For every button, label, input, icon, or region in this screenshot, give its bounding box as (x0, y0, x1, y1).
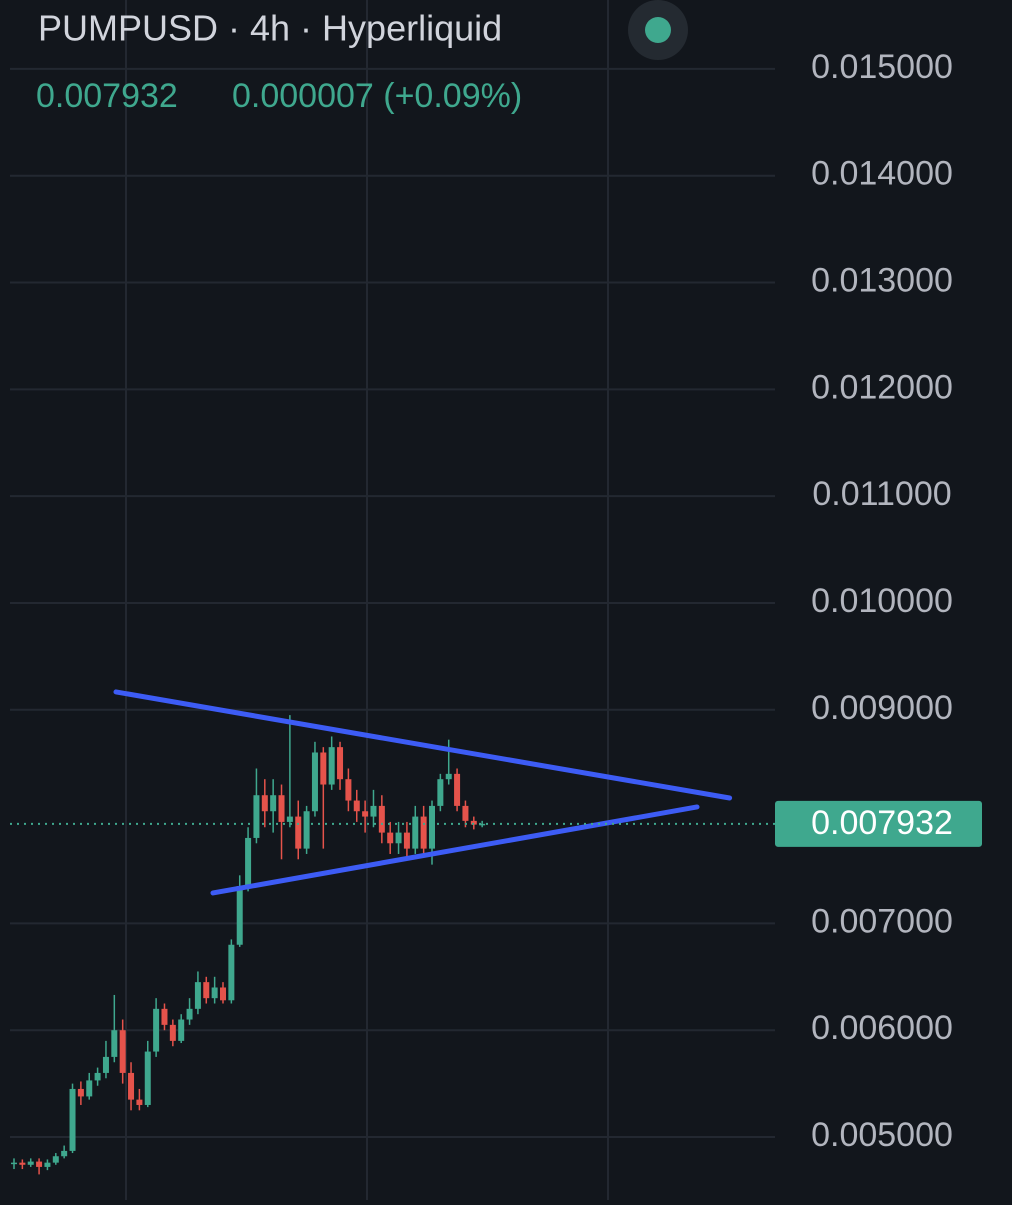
candle-body (153, 1008, 160, 1052)
candle-body (429, 805, 435, 849)
candle-body (403, 832, 410, 849)
candle-body (303, 811, 310, 849)
candle-body (161, 1008, 168, 1025)
candle-body (236, 886, 243, 945)
candle-body (186, 1008, 193, 1020)
candle-body (311, 752, 318, 812)
y-tick-label: 0.010000 (811, 582, 953, 620)
candle-body (119, 1030, 126, 1073)
candle-body (19, 1162, 26, 1165)
candle-body (61, 1150, 68, 1157)
candle-body (320, 752, 327, 785)
candle-body (11, 1162, 17, 1165)
candle-body (69, 1088, 76, 1151)
candle-body (387, 832, 394, 844)
y-tick-label: 0.005000 (811, 1116, 953, 1154)
y-tick-label: 0.012000 (811, 368, 953, 406)
candle-body (178, 1019, 185, 1041)
candle-body (102, 1056, 109, 1073)
candle-body (136, 1099, 143, 1105)
candle-body (445, 773, 452, 780)
y-tick-label: 0.013000 (811, 262, 953, 300)
candle-body (378, 805, 385, 833)
last-price: 0.007932 (36, 77, 178, 115)
candle-body (144, 1051, 151, 1105)
candle-body (470, 820, 477, 825)
candle-body (286, 816, 293, 822)
y-tick-label: 0.007000 (811, 902, 953, 940)
candle-body (295, 816, 302, 849)
chart-title: PUMPUSD · 4h · Hyperliquid (38, 8, 502, 49)
candle-body (253, 795, 260, 838)
last-price-badge (775, 800, 982, 847)
candle-body (395, 832, 402, 844)
candle-body (169, 1024, 176, 1041)
candle-body (194, 982, 201, 1009)
candle-body (52, 1156, 59, 1163)
candle-body (370, 805, 377, 817)
candle-body (36, 1161, 43, 1167)
trendline (113, 689, 733, 801)
candle-body (27, 1161, 34, 1165)
candle-body (353, 800, 360, 812)
candle-body (362, 811, 369, 817)
candle-body (278, 795, 285, 822)
candle-body (270, 795, 277, 812)
candle-body (203, 982, 210, 999)
price-change: 0.000007 (+0.09%) (232, 77, 522, 115)
candle-body (454, 773, 461, 806)
candle-body (77, 1088, 84, 1097)
candle-body (211, 987, 218, 999)
y-tick-label: 0.006000 (811, 1009, 953, 1047)
y-tick-label: 0.009000 (811, 689, 953, 727)
candle-body (261, 795, 268, 812)
status-dot (645, 17, 671, 43)
candle-body (111, 1030, 118, 1057)
candle-body (345, 779, 352, 801)
candle-body (420, 816, 427, 849)
candle-body (220, 987, 226, 1001)
candle-body (479, 823, 486, 826)
y-tick-label: 0.014000 (811, 155, 953, 193)
candle-body (462, 805, 469, 821)
candle-body (245, 837, 252, 887)
trendline (210, 804, 700, 896)
y-tick-label: 0.011000 (812, 475, 951, 513)
candle-body (228, 944, 235, 1001)
candle-body (94, 1072, 101, 1081)
y-tick-label: 0.015000 (811, 48, 953, 86)
candle-body (437, 779, 444, 806)
candle-body (128, 1072, 135, 1100)
candle-body (328, 747, 335, 785)
candle-body (86, 1080, 93, 1097)
candle-body (412, 816, 419, 849)
candle-body (337, 747, 344, 780)
candle-body (44, 1162, 51, 1167)
last-price-badge-label: 0.007932 (811, 804, 953, 842)
